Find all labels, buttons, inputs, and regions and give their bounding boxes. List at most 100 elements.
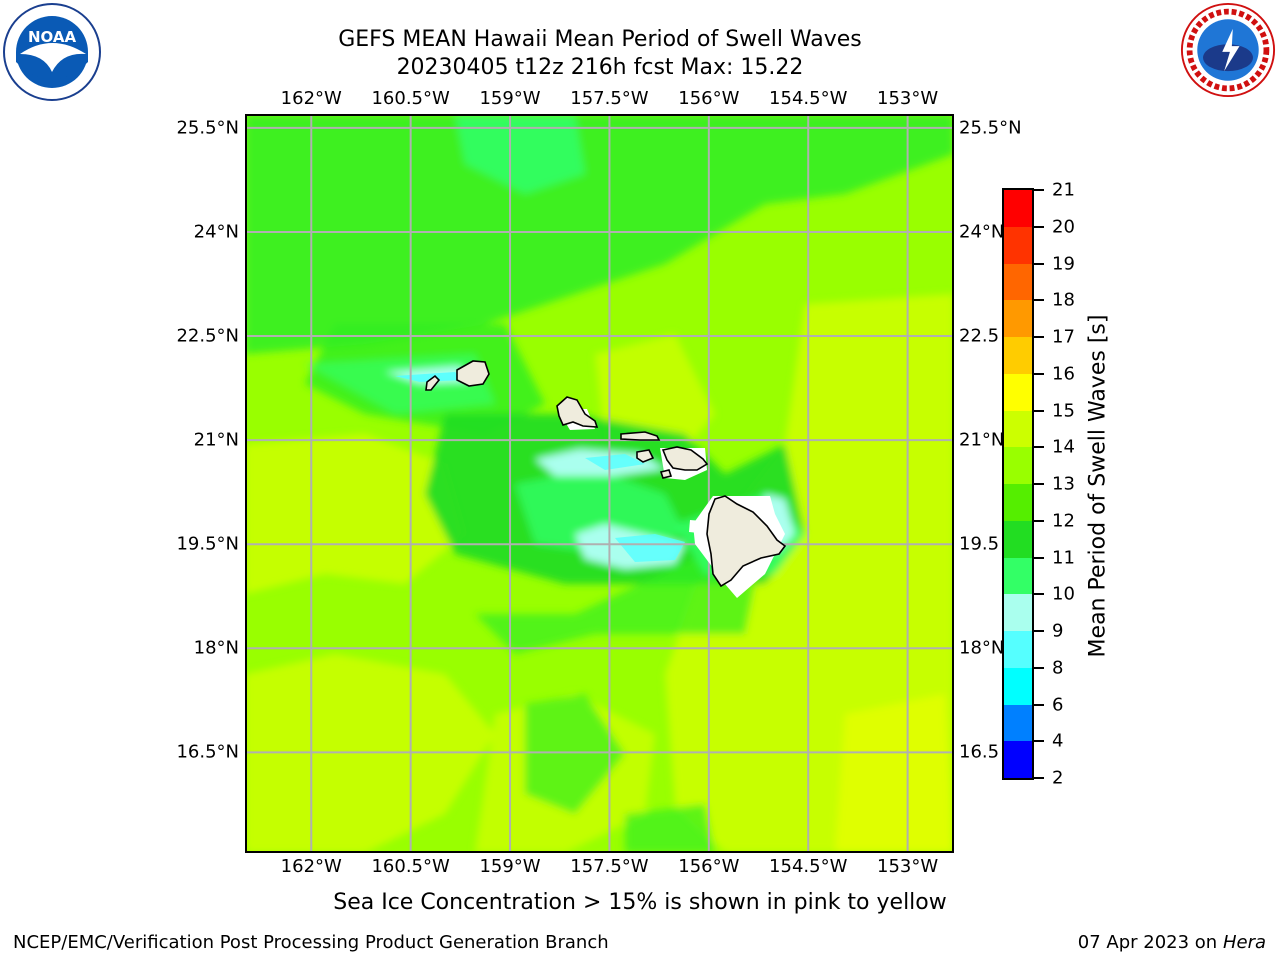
colorbar-tick-label: 14: [1052, 436, 1075, 458]
colorbar-tick-label: 19: [1052, 253, 1075, 274]
colorbar-tick: [1034, 446, 1044, 449]
graticule: [245, 114, 954, 853]
footer-credit: NCEP/EMC/Verification Post Processing Pr…: [13, 932, 609, 953]
lon-label-top: 156°W: [678, 88, 740, 109]
noaa-logo-text: NOAA: [28, 28, 77, 46]
colorbar-tick: [1034, 740, 1044, 743]
colorbar-tick: [1034, 225, 1044, 228]
island-oahu: [556, 396, 599, 428]
colorbar-segment: [1004, 263, 1032, 301]
colorbar: [1002, 188, 1034, 780]
colorbar-tick-label: 10: [1052, 583, 1075, 605]
lon-label-bottom: 157.5°W: [570, 856, 649, 877]
sea-ice-note: Sea Ice Concentration > 15% is shown in …: [333, 890, 947, 915]
island-molokai: [620, 431, 661, 441]
lon-label-top: 154.5°W: [769, 88, 848, 109]
nws-logo-icon: [1180, 2, 1276, 98]
lat-label-left: 19.5°N: [176, 533, 239, 555]
colorbar-segment: [1004, 336, 1032, 374]
noaa-logo-icon: NOAA: [3, 3, 101, 101]
lat-label-left: 18°N: [193, 637, 239, 659]
lon-label-bottom: 162°W: [280, 856, 342, 877]
colorbar-segment: [1004, 667, 1032, 705]
map-title: GEFS MEAN Hawaii Mean Period of Swell Wa…: [338, 27, 862, 52]
map-canvas: [245, 114, 954, 853]
colorbar-tick: [1034, 189, 1044, 191]
colorbar-tick-label: 16: [1052, 363, 1075, 385]
colorbar-tick: [1034, 630, 1044, 632]
lon-label-bottom: 154.5°W: [769, 856, 848, 877]
colorbar-tick-label: 21: [1052, 179, 1075, 201]
colorbar-segment: [1004, 446, 1032, 484]
colorbar-tick-label: 6: [1052, 694, 1064, 715]
lat-label-left: 24°N: [193, 221, 239, 243]
colorbar-tick: [1034, 777, 1044, 779]
island-hawaii: [706, 495, 787, 588]
colorbar-segment: [1004, 593, 1032, 631]
colorbar-title: Mean Period of Swell Waves [s]: [1085, 314, 1111, 658]
island-kahoolawe: [659, 469, 673, 479]
colorbar-tick: [1034, 409, 1044, 412]
lon-label-bottom: 160.5°W: [371, 856, 450, 877]
cyan-cores: [395, 372, 685, 562]
lon-label-top: 157.5°W: [570, 88, 649, 109]
colorbar-tick-label: 20: [1052, 216, 1075, 238]
lat-label-right: 16.5: [959, 741, 1000, 763]
colorbar-tick-label: 8: [1052, 657, 1064, 679]
colorbar-tick: [1034, 483, 1044, 485]
island-kauai: [456, 360, 490, 387]
footer-date-text: 07 Apr 2023 on: [1077, 932, 1223, 953]
lon-label-bottom: 153°W: [877, 856, 939, 877]
lat-label-right: 22.5: [959, 325, 1000, 347]
colorbar-tick: [1034, 703, 1044, 706]
footer-date: 07 Apr 2023 on Hera: [1078, 932, 1266, 953]
island-maui: [661, 446, 709, 471]
colorbar-segment: [1004, 630, 1032, 668]
colorbar-segment: [1004, 410, 1032, 448]
colorbar-segment: [1004, 299, 1032, 337]
island-lanai: [636, 449, 655, 463]
lon-label-top: 159°W: [479, 88, 541, 109]
footer-machine: Hera: [1222, 932, 1266, 953]
island-niihau: [425, 374, 441, 391]
lat-label-left: 21°N: [193, 429, 239, 451]
map-border: [245, 114, 954, 853]
colorbar-tick: [1034, 666, 1044, 669]
colorbar-segment: [1004, 520, 1032, 558]
lat-label-right: 21°N: [959, 429, 1005, 451]
lon-label-top: 153°W: [877, 88, 939, 109]
colorbar-tick-label: 17: [1052, 326, 1075, 348]
lat-label-right: 25.5°N: [959, 117, 1022, 139]
colorbar-tick-label: 4: [1052, 730, 1064, 752]
colorbar-tick-label: 11: [1052, 547, 1075, 568]
hawaiian-islands: [425, 360, 787, 588]
colorbar-tick: [1034, 336, 1044, 338]
colorbar-tick: [1034, 262, 1044, 265]
colorbar-tick-label: 9: [1052, 620, 1064, 642]
colorbar-tick: [1034, 519, 1044, 522]
colorbar-tick: [1034, 556, 1044, 559]
colorbar-tick-label: 13: [1052, 473, 1075, 495]
colorbar-tick: [1034, 299, 1044, 302]
lon-label-top: 160.5°W: [371, 88, 450, 109]
colorbar-tick: [1034, 372, 1044, 375]
colorbar-segment: [1004, 483, 1032, 521]
lat-label-right: 24°N: [959, 221, 1005, 243]
colorbar-tick-label: 2: [1052, 767, 1064, 789]
lon-label-bottom: 159°W: [479, 856, 541, 877]
colorbar-segment: [1004, 557, 1032, 595]
colorbar-segment: [1004, 704, 1032, 742]
colorbar-tick-label: 18: [1052, 289, 1075, 311]
colorbar-tick: [1034, 593, 1044, 596]
lat-label-right: 19.5: [959, 533, 1000, 555]
map-subtitle: 20230405 t12z 216h fcst Max: 15.22: [396, 55, 804, 80]
lat-label-left: 16.5°N: [176, 741, 239, 763]
lon-label-top: 162°W: [280, 88, 342, 109]
colorbar-segment: [1004, 740, 1032, 778]
colorbar-segment: [1004, 190, 1032, 227]
lat-label-left: 25.5°N: [176, 117, 239, 139]
lon-label-bottom: 156°W: [678, 856, 740, 877]
lat-label-left: 22.5°N: [176, 325, 239, 347]
lat-label-right: 18°N: [959, 637, 1005, 659]
colorbar-segment: [1004, 226, 1032, 264]
